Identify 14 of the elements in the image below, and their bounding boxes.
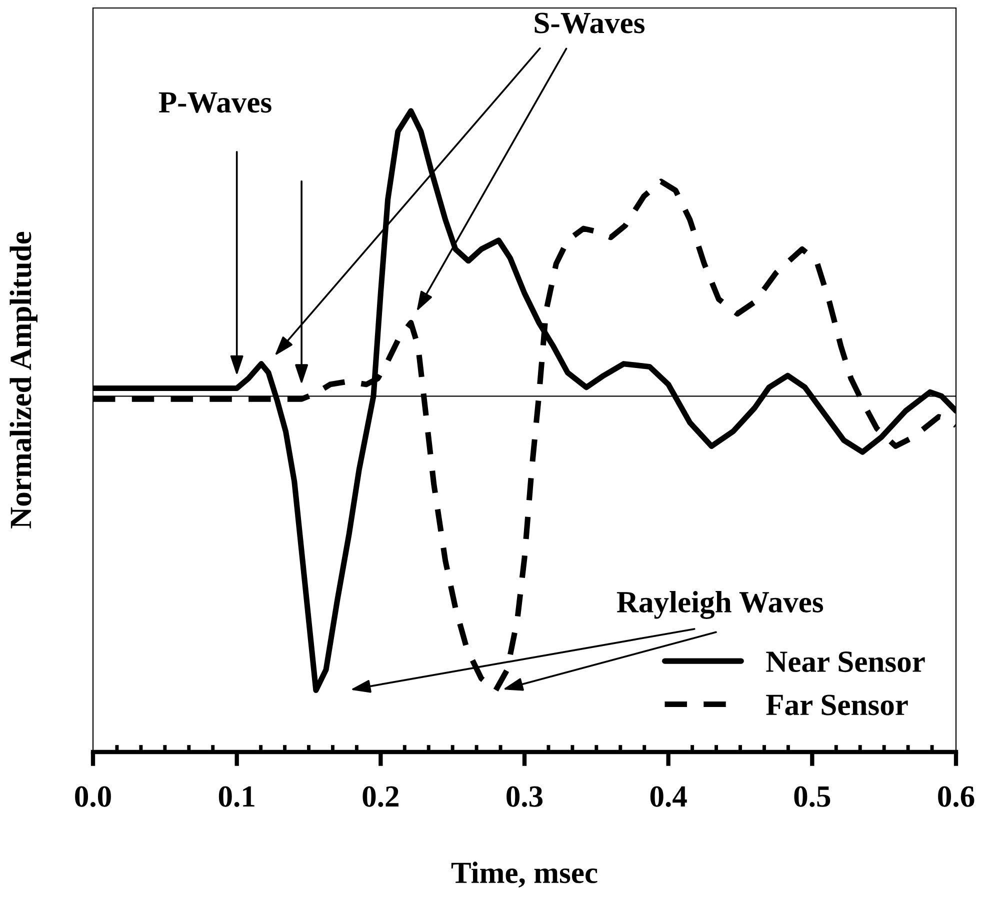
annotation: Rayleigh Waves <box>616 590 824 619</box>
legend-label: Near Sensor <box>766 652 925 672</box>
x-tick-label: 0.0 <box>75 786 111 807</box>
x-tick-label: 0.5 <box>794 786 830 807</box>
x-tick-label: 0.1 <box>218 786 254 807</box>
text: S-Waves <box>534 12 645 34</box>
x-tick-label: 0.4 <box>650 786 687 807</box>
annotation: P-Waves <box>158 92 272 113</box>
legend-label: Far Sensor <box>766 694 908 716</box>
x-tick-label: 0.3 <box>506 786 543 807</box>
y-axis-title: Normalized Amplitude <box>10 232 38 528</box>
x-tick-label: 0.2 <box>362 786 398 807</box>
x-axis-title: Time, msec <box>451 862 598 888</box>
x-tick-label: 0.6 <box>938 786 974 807</box>
